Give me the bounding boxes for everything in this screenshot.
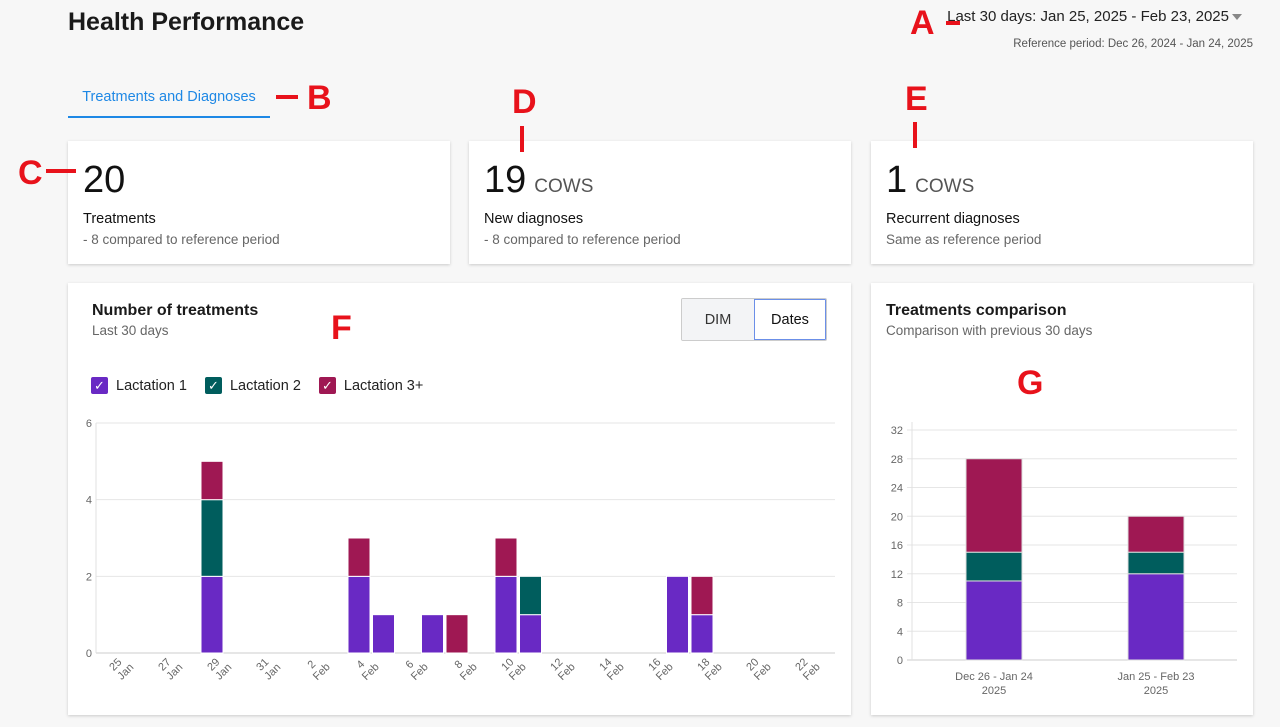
y-tick-label: 0 — [897, 655, 903, 667]
bar-segment — [1127, 515, 1185, 553]
x-tick-label: 2025 — [1144, 685, 1168, 697]
kpi-label: New diagnoses — [484, 211, 584, 227]
bar-segment — [421, 614, 444, 654]
comparison-panel: Treatments comparison Comparison with pr… — [871, 283, 1253, 715]
kpi-treatments: 20 Treatments - 8 compared to reference … — [68, 141, 450, 264]
bar-segment — [347, 575, 371, 654]
x-tick-label: 6Feb — [400, 653, 430, 683]
panel-title: Treatments comparison — [886, 302, 1067, 319]
x-tick-label: 31Jan — [254, 653, 284, 683]
x-tick-label: 14Feb — [596, 653, 626, 683]
y-tick-label: 12 — [891, 569, 903, 581]
annotation-g: G — [1017, 364, 1044, 402]
x-tick-label: 8Feb — [449, 653, 479, 683]
x-tick-label: 29Jan — [205, 653, 235, 683]
legend-lactation-1[interactable]: ✓ Lactation 1 — [91, 377, 187, 394]
x-tick-label: 10Feb — [498, 653, 528, 683]
kpi-unit: COWS — [534, 176, 594, 197]
y-tick-label: 4 — [897, 626, 903, 638]
page-title: Health Performance — [68, 8, 305, 36]
date-range-label: Last 30 days: Jan 25, 2025 - Feb 23, 202… — [947, 8, 1229, 25]
toggle-dim[interactable]: DIM — [682, 299, 754, 340]
x-tick-label: 20Feb — [743, 653, 773, 683]
y-tick-label: 24 — [891, 483, 903, 495]
kpi-value: 20 — [83, 159, 126, 201]
bar-segment — [965, 580, 1023, 661]
bar-segment — [965, 551, 1023, 582]
kpi-recurrent-diagnoses: 1 COWS Recurrent diagnoses Same as refere… — [871, 141, 1253, 264]
bar-segment — [494, 537, 518, 577]
annotation-a: A — [910, 4, 935, 42]
bar-segment — [200, 460, 224, 501]
annotation-b: B — [307, 79, 332, 117]
toggle-dates[interactable]: Dates — [754, 299, 826, 340]
bar-segment — [200, 575, 224, 654]
x-tick-label: 12Feb — [547, 653, 577, 683]
y-tick-label: 20 — [891, 511, 903, 523]
checkbox-checked-icon[interactable]: ✓ — [318, 377, 336, 394]
bar-segment — [666, 575, 689, 654]
kpi-label: Recurrent diagnoses — [886, 211, 1020, 227]
view-toggle: DIM Dates — [681, 298, 827, 341]
x-tick-label: 2Feb — [302, 653, 332, 683]
kpi-new-diagnoses: 19 COWS New diagnoses - 8 compared to ref… — [469, 141, 851, 264]
tab-treatments-and-diagnoses[interactable]: Treatments and Diagnoses — [68, 86, 270, 118]
x-tick-label: 4Feb — [351, 653, 381, 683]
legend-lactation-2[interactable]: ✓ Lactation 2 — [204, 377, 301, 394]
kpi-comparison: - 8 compared to reference period — [83, 232, 280, 247]
kpi-unit: COWS — [915, 176, 975, 197]
y-tick-label: 0 — [86, 648, 92, 660]
annotation-f: F — [331, 309, 352, 347]
panel-subtitle: Comparison with previous 30 days — [886, 323, 1093, 338]
kpi-label: Treatments — [83, 211, 156, 227]
reference-period: Reference period: Dec 26, 2024 - Jan 24,… — [1013, 38, 1253, 50]
kpi-value: 1 COWS — [886, 159, 975, 201]
kpi-comparison: - 8 compared to reference period — [484, 232, 681, 247]
bar-segment — [519, 614, 542, 654]
y-tick-label: 4 — [86, 495, 92, 507]
x-tick-label: 18Feb — [694, 653, 724, 683]
bar-segment — [965, 458, 1023, 553]
legend: ✓ Lactation 1 ✓ Lactation 2 ✓ Lactation 3+ — [91, 377, 423, 394]
x-tick-label: 16Feb — [645, 653, 675, 683]
y-tick-label: 32 — [891, 425, 903, 437]
x-tick-label: 22Feb — [792, 653, 822, 683]
y-tick-label: 2 — [86, 571, 92, 583]
y-tick-label: 6 — [86, 418, 92, 430]
y-tick-label: 28 — [891, 454, 903, 466]
panel-subtitle: Last 30 days — [92, 323, 169, 338]
annotation-e: E — [905, 80, 928, 118]
date-range-dropdown[interactable]: Last 30 days: Jan 25, 2025 - Feb 23, 202… — [947, 8, 1242, 25]
x-tick-label: 25Jan — [107, 653, 137, 683]
bar-segment — [690, 575, 714, 616]
panel-title: Number of treatments — [92, 302, 259, 319]
bar-segment — [347, 537, 371, 577]
legend-lactation-3[interactable]: ✓ Lactation 3+ — [318, 377, 423, 394]
bar-segment — [200, 499, 224, 577]
x-tick-label: Dec 26 - Jan 24 — [955, 671, 1033, 683]
bar-segment — [1127, 573, 1185, 661]
y-tick-label: 16 — [891, 540, 903, 552]
checkbox-checked-icon[interactable]: ✓ — [204, 377, 222, 394]
kpi-comparison: Same as reference period — [886, 232, 1042, 247]
bar-segment — [1127, 551, 1185, 575]
bar-segment — [690, 614, 714, 654]
annotation-d: D — [512, 83, 537, 121]
checkbox-checked-icon[interactable]: ✓ — [91, 377, 108, 394]
bar-segment — [445, 614, 469, 654]
caret-down-icon — [1232, 14, 1242, 21]
x-tick-label: 2025 — [982, 685, 1006, 697]
annotation-c: C — [18, 154, 43, 192]
bar-segment — [494, 575, 518, 654]
y-tick-label: 8 — [897, 598, 903, 610]
x-tick-label: 27Jan — [156, 653, 186, 683]
x-tick-label: Jan 25 - Feb 23 — [1117, 671, 1194, 683]
bar-segment — [372, 614, 395, 654]
bar-segment — [519, 575, 542, 616]
kpi-value: 19 COWS — [484, 159, 594, 201]
